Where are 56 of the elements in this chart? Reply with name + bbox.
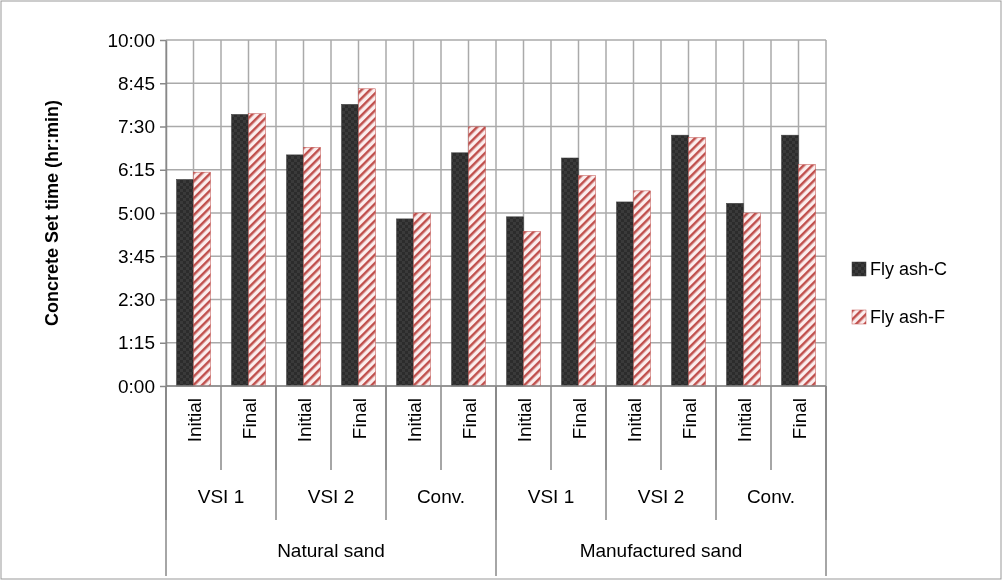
text: VSI 2: [307, 486, 355, 507]
bar: [781, 134, 799, 387]
bar: [396, 218, 414, 387]
text: Conv.: [746, 486, 796, 507]
x-tick-label: Final: [238, 398, 260, 440]
text: VSI 1: [197, 486, 245, 507]
bar: [523, 231, 541, 387]
y-tick-label: 1:15: [118, 332, 155, 354]
legend-label: Fly ash-C: [870, 259, 948, 279]
bar: [341, 104, 359, 387]
x-tick-label: Initial: [183, 398, 205, 443]
legend-label: Fly ash-F: [870, 307, 946, 327]
y-tick-label: 6:15: [118, 159, 155, 181]
bar: [798, 164, 816, 387]
bar: [561, 157, 579, 387]
x-tick-label: Initial: [403, 398, 425, 443]
y-tick-label: 7:30: [118, 116, 155, 138]
y-tick-label: 8:45: [118, 72, 155, 94]
x-tick-label: Final: [568, 398, 590, 440]
x-tick-label: Final: [348, 398, 370, 440]
text: Natural sand: [277, 540, 385, 561]
bar: [231, 114, 249, 387]
bar: [468, 126, 486, 387]
text: Manufactured sand: [579, 540, 743, 561]
bar: [193, 171, 211, 387]
bar: [286, 154, 304, 387]
x-tick-label: Initial: [623, 398, 645, 443]
x-tick-label: Initial: [293, 398, 315, 443]
bar: [726, 203, 744, 387]
bar: [688, 137, 706, 387]
y-tick-label: 3:45: [118, 245, 155, 267]
bar: [578, 175, 596, 387]
x-tick-label: Final: [678, 398, 700, 440]
bar: [303, 147, 321, 387]
bar: [506, 216, 524, 387]
bar: [413, 212, 431, 387]
bar: [176, 179, 194, 387]
x-tick-label: Initial: [513, 398, 535, 443]
bar: [451, 152, 469, 387]
text: VSI 1: [527, 486, 575, 507]
bar: [633, 190, 651, 387]
y-axis-title: Concrete Set time (hr:min): [42, 99, 62, 327]
x-tick-label: Final: [788, 398, 810, 440]
bar: [248, 113, 266, 387]
bar: [743, 212, 761, 387]
x-tick-label: Final: [458, 398, 480, 440]
bar: [358, 88, 376, 387]
y-tick-label: 0:00: [118, 375, 155, 397]
y-tick-label: 5:00: [118, 202, 155, 224]
bar: [671, 134, 689, 387]
y-tick-label: 2:30: [118, 289, 155, 311]
y-tick-label: 10:00: [107, 29, 155, 51]
text: VSI 2: [637, 486, 685, 507]
text: Conv.: [416, 486, 466, 507]
x-tick-label: Initial: [733, 398, 755, 443]
bar: [616, 201, 634, 387]
